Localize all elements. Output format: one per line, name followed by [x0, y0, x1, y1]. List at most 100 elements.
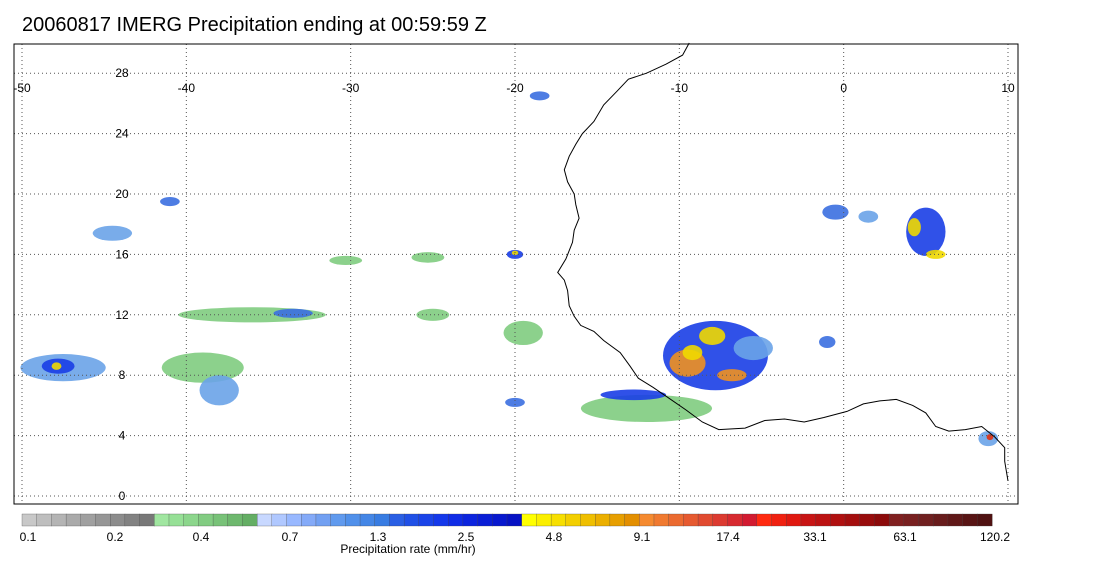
- colorbar-swatch: [139, 513, 155, 527]
- rain-cell: [717, 369, 747, 382]
- colorbar-swatch: [844, 513, 861, 527]
- colorbar-swatch: [168, 513, 185, 527]
- colorbar-label: 0.1: [20, 530, 37, 544]
- colorbar-swatch: [433, 513, 449, 527]
- rain-cell: [505, 397, 525, 407]
- lon-tick-label: 10: [1001, 81, 1015, 95]
- colorbar-label: 0.2: [107, 530, 124, 544]
- colorbar-swatch: [727, 513, 743, 527]
- colorbar-swatch: [830, 513, 846, 527]
- colorbar-swatch: [286, 513, 302, 527]
- colorbar-swatch: [359, 513, 376, 527]
- colorbar-swatch: [154, 513, 170, 527]
- map-title: 20060817 IMERG Precipitation ending at 0…: [22, 14, 487, 36]
- colorbar-swatch: [212, 513, 229, 527]
- rain-cell: [329, 255, 363, 265]
- colorbar-label: 2.5: [458, 530, 475, 544]
- rain-cell: [733, 335, 773, 361]
- colorbar-label: 1.3: [370, 530, 387, 544]
- colorbar-swatch: [536, 513, 552, 527]
- lon-tick-label: -30: [342, 81, 360, 95]
- lon-tick-label: 0: [840, 81, 847, 95]
- colorbar-swatch: [815, 513, 831, 527]
- colorbar-swatch: [403, 513, 420, 527]
- colorbar-swatch: [697, 513, 714, 527]
- colorbar-swatch: [256, 513, 273, 527]
- rain-cell: [92, 225, 133, 241]
- rain-cells-layer: [20, 91, 999, 447]
- colorbar-swatch: [683, 513, 699, 527]
- colorbar-swatch: [756, 513, 772, 527]
- colorbar-swatch: [330, 513, 346, 527]
- colorbar-swatch: [639, 513, 655, 527]
- rain-cell: [822, 204, 849, 220]
- colorbar-swatch: [786, 513, 802, 527]
- lat-tick-label: 12: [115, 308, 129, 322]
- colorbar-swatch: [95, 513, 111, 527]
- rain-cell: [819, 335, 836, 349]
- lon-tick-label: -50: [13, 81, 31, 95]
- colorbar: 0.1 0.2 0.4 0.7 1.3 2.5 4.8 9.1 17.4 33.1 63.1 120.…: [20, 513, 1010, 556]
- colorbar-swatch: [198, 513, 214, 527]
- colorbar-swatch: [21, 513, 38, 527]
- lat-tick-label: 16: [115, 247, 129, 261]
- colorbar-swatch: [183, 513, 199, 527]
- colorbar-swatch: [389, 513, 405, 527]
- lat-tick-label: 24: [115, 127, 129, 141]
- colorbar-swatch: [448, 513, 464, 527]
- colorbar-label: 120.2: [980, 530, 1010, 544]
- rain-cell: [503, 320, 543, 346]
- colorbar-swatch: [51, 513, 67, 527]
- colorbar-label: 4.8: [546, 530, 563, 544]
- rain-cell: [411, 252, 445, 263]
- colorbar-swatch: [933, 513, 949, 527]
- colorbar-swatch: [947, 513, 964, 527]
- rain-cell: [925, 249, 946, 259]
- rain-cell: [682, 345, 703, 361]
- rain-cell: [51, 362, 62, 370]
- colorbar-label: 33.1: [803, 530, 827, 544]
- colorbar-label: 17.4: [716, 530, 740, 544]
- rain-cell: [699, 326, 726, 345]
- rain-cell: [160, 197, 180, 207]
- rain-cell: [986, 434, 994, 441]
- colorbar-swatch: [800, 513, 817, 527]
- colorbar-swatch: [624, 513, 640, 527]
- colorbar-caption: Precipitation rate (mm/hr): [340, 542, 475, 556]
- colorbar-swatch: [315, 513, 332, 527]
- colorbar-swatch: [609, 513, 626, 527]
- rain-cell: [580, 394, 713, 423]
- colorbar-swatch: [903, 513, 919, 527]
- colorbar-swatch: [80, 513, 96, 527]
- lon-tick-label: -10: [671, 81, 689, 95]
- tick-labels-layer: -50 -40 -30 -20 -10 0 10 0 4 8 12 16 20 24 28: [13, 66, 1015, 503]
- colorbar-label: 63.1: [893, 530, 917, 544]
- rain-cell: [529, 91, 550, 101]
- lat-tick-label: 20: [115, 187, 129, 201]
- colorbar-swatch: [580, 513, 596, 527]
- lat-tick-label: 4: [119, 429, 126, 443]
- colorbar-swatch: [65, 513, 82, 527]
- colorbar-label: 9.1: [634, 530, 651, 544]
- colorbar-swatch: [227, 513, 243, 527]
- lat-tick-label: 0: [119, 489, 126, 503]
- colorbar-swatch: [418, 513, 434, 527]
- lon-tick-label: -20: [506, 81, 524, 95]
- rain-cell: [273, 308, 313, 318]
- gridlines-layer: [14, 44, 1018, 504]
- rain-cell: [907, 218, 921, 237]
- coastline-layer: [557, 42, 1009, 481]
- lat-tick-label: 28: [115, 66, 129, 80]
- colorbar-swatch: [477, 513, 493, 527]
- colorbar-swatch: [345, 513, 361, 527]
- coastline: [557, 42, 1009, 481]
- colorbar-swatch: [653, 513, 670, 527]
- colorbar-swatch: [859, 513, 875, 527]
- colorbar-swatch: [521, 513, 537, 527]
- colorbar-label: 0.7: [282, 530, 299, 544]
- colorbar-swatch: [668, 513, 684, 527]
- colorbar-swatch: [492, 513, 508, 527]
- rain-cell: [199, 375, 239, 406]
- colorbar-swatch: [742, 513, 758, 527]
